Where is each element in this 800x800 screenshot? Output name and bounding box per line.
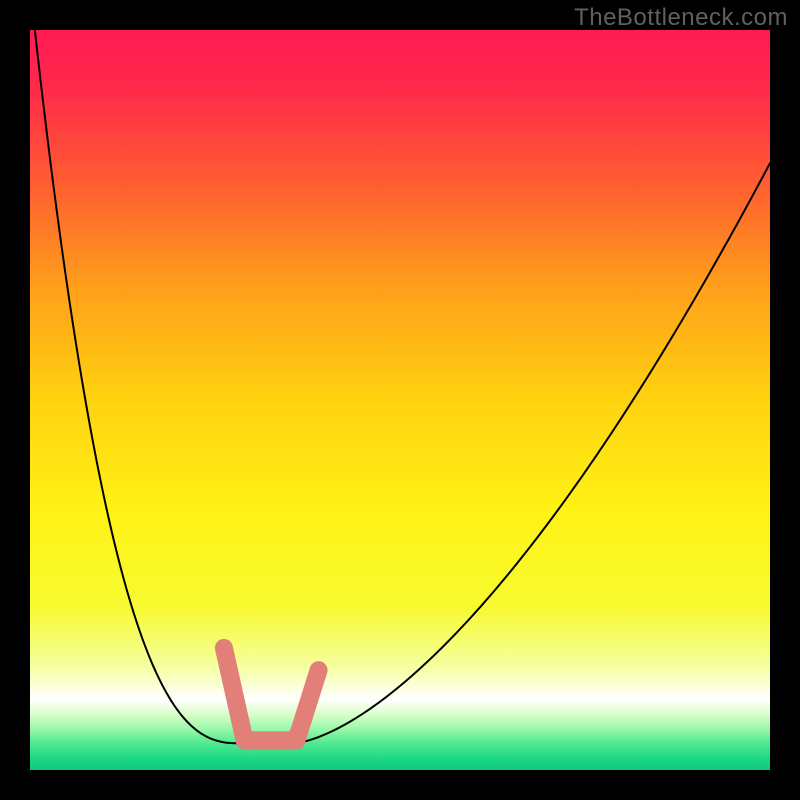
chart-background [30, 30, 770, 770]
chart-plot-area [30, 30, 770, 770]
chart-svg [30, 30, 770, 770]
watermark-text: TheBottleneck.com [574, 4, 788, 32]
